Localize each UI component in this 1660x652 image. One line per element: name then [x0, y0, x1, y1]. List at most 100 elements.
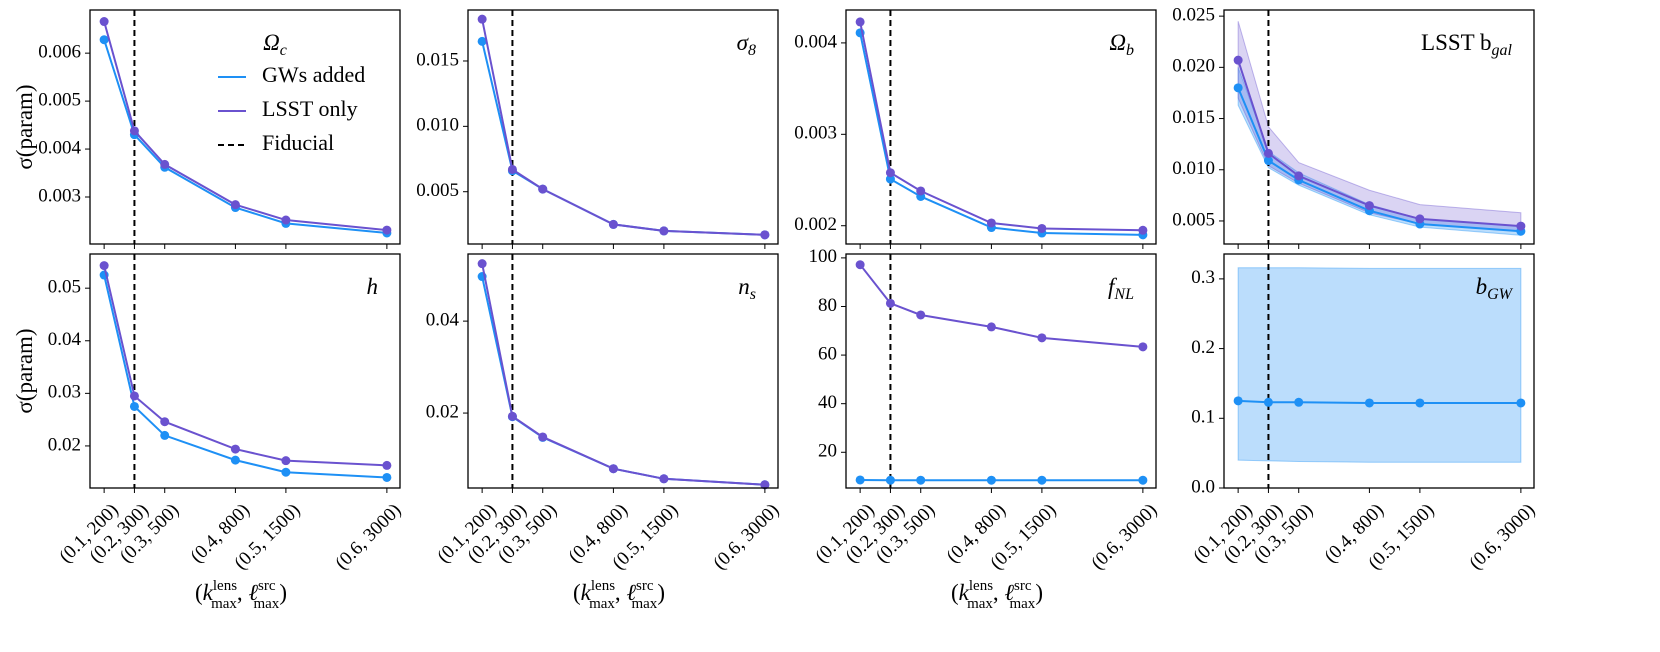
data-point: [1037, 333, 1047, 343]
y-tick-label: 80: [818, 295, 837, 316]
x-axis-label: (klens max, ℓsrc max): [951, 578, 1043, 612]
panel-title: Ωb: [1109, 30, 1134, 59]
x-label-part: (: [195, 580, 203, 605]
data-point: [1263, 156, 1273, 166]
title-main: Ω: [1109, 30, 1126, 55]
axes-frame: [89, 253, 401, 489]
data-point: [507, 411, 517, 421]
data-point: [760, 230, 770, 240]
data-point: [1415, 214, 1425, 224]
panel-title: bGW: [1476, 274, 1514, 303]
data-point: [281, 467, 291, 477]
x-tick-label: (0.6, 3000): [709, 500, 783, 574]
panel: 0.00.10.20.3(0.1, 200)(0.2, 300)(0.3, 50…: [1189, 253, 1539, 574]
panel-title: σ8: [737, 30, 756, 59]
y-tick-label: 0.020: [1172, 56, 1215, 77]
data-point: [99, 35, 109, 45]
y-tick-label: 0.015: [416, 49, 459, 70]
data-point: [916, 186, 926, 196]
data-point: [230, 444, 240, 454]
x-tick-label: (0.6, 3000): [1087, 500, 1161, 574]
data-point: [382, 460, 392, 470]
data-point: [916, 310, 926, 320]
axes-frame: [1223, 253, 1535, 489]
y-tick-label: 0.002: [794, 214, 837, 235]
x-label-part: (: [951, 580, 959, 605]
title-main: n: [738, 274, 750, 299]
series-line: [103, 39, 387, 234]
data-point: [1138, 225, 1148, 235]
data-point: [507, 164, 517, 174]
x-label-part: ℓ: [1004, 580, 1014, 605]
data-point: [99, 17, 109, 27]
data-point: [855, 260, 865, 270]
axes-frame: [467, 9, 779, 245]
x-label-part: ): [279, 580, 287, 605]
data-point: [986, 475, 996, 485]
y-tick-label: 0.3: [1191, 267, 1215, 288]
data-point: [855, 475, 865, 485]
y-tick-label: 0.2: [1191, 337, 1215, 358]
data-point: [916, 475, 926, 485]
data-point: [659, 474, 669, 484]
x-label-part: k: [959, 580, 970, 605]
title-sub: 8: [748, 42, 756, 59]
x-label-part: max: [1009, 596, 1035, 612]
data-point: [885, 168, 895, 178]
y-tick-label: 0.05: [48, 277, 81, 298]
series-line: [481, 263, 765, 486]
data-point: [281, 456, 291, 466]
title-sub: c: [280, 42, 287, 59]
data-point: [855, 17, 865, 27]
data-point: [477, 259, 487, 269]
y-tick-label: 0.1: [1191, 407, 1215, 428]
data-point: [1364, 201, 1374, 211]
y-tick-label: 0.015: [1172, 107, 1215, 128]
data-point: [760, 480, 770, 490]
data-point: [477, 36, 487, 46]
series-line: [103, 274, 387, 479]
x-label-part: ℓ: [626, 580, 636, 605]
y-tick-label: 0.004: [794, 31, 837, 52]
data-point: [1516, 221, 1526, 231]
series-line: [481, 276, 765, 486]
x-label-part: max: [211, 596, 237, 612]
data-point: [1037, 223, 1047, 233]
panel: 0.020.04(0.1, 200)(0.2, 300)(0.3, 500) (0…: [426, 253, 783, 612]
data-point: [382, 472, 392, 482]
x-label-part: k: [203, 580, 214, 605]
x-label-part: ): [1035, 580, 1043, 605]
title-sub: b: [1126, 42, 1134, 59]
data-point: [885, 298, 895, 308]
x-label-part: src: [636, 578, 654, 594]
data-point: [1037, 475, 1047, 485]
y-tick-label: 0.02: [426, 401, 459, 422]
x-label-part: lens: [969, 578, 993, 594]
data-point: [477, 14, 487, 24]
axes-frame: [89, 9, 401, 245]
title-main: f: [1108, 274, 1118, 299]
data-point: [885, 475, 895, 485]
x-label-part: k: [581, 580, 592, 605]
y-axis-label: σ(param): [12, 328, 37, 413]
title-sub: NL: [1113, 286, 1134, 303]
y-tick-label: 0.005: [38, 89, 81, 110]
data-point: [1516, 398, 1526, 408]
data-point: [382, 225, 392, 235]
y-tick-label: 0.003: [794, 123, 837, 144]
x-axis-label: (klens max, ℓsrc max): [195, 578, 287, 612]
x-label-part: max: [253, 596, 279, 612]
y-tick-label: 0.04: [48, 329, 82, 350]
y-tick-label: 100: [809, 246, 838, 267]
title-main: σ: [737, 30, 750, 55]
axes-frame: [467, 253, 779, 489]
panel-title: ns: [738, 274, 756, 303]
data-point: [1294, 397, 1304, 407]
panel: 0.020.030.040.05(0.1, 200)(0.2, 300)(0.3…: [12, 253, 405, 612]
data-point: [986, 218, 996, 228]
title-sub: gal: [1492, 42, 1513, 59]
x-label-part: lens: [213, 578, 237, 594]
x-label-part: ,: [237, 580, 249, 605]
